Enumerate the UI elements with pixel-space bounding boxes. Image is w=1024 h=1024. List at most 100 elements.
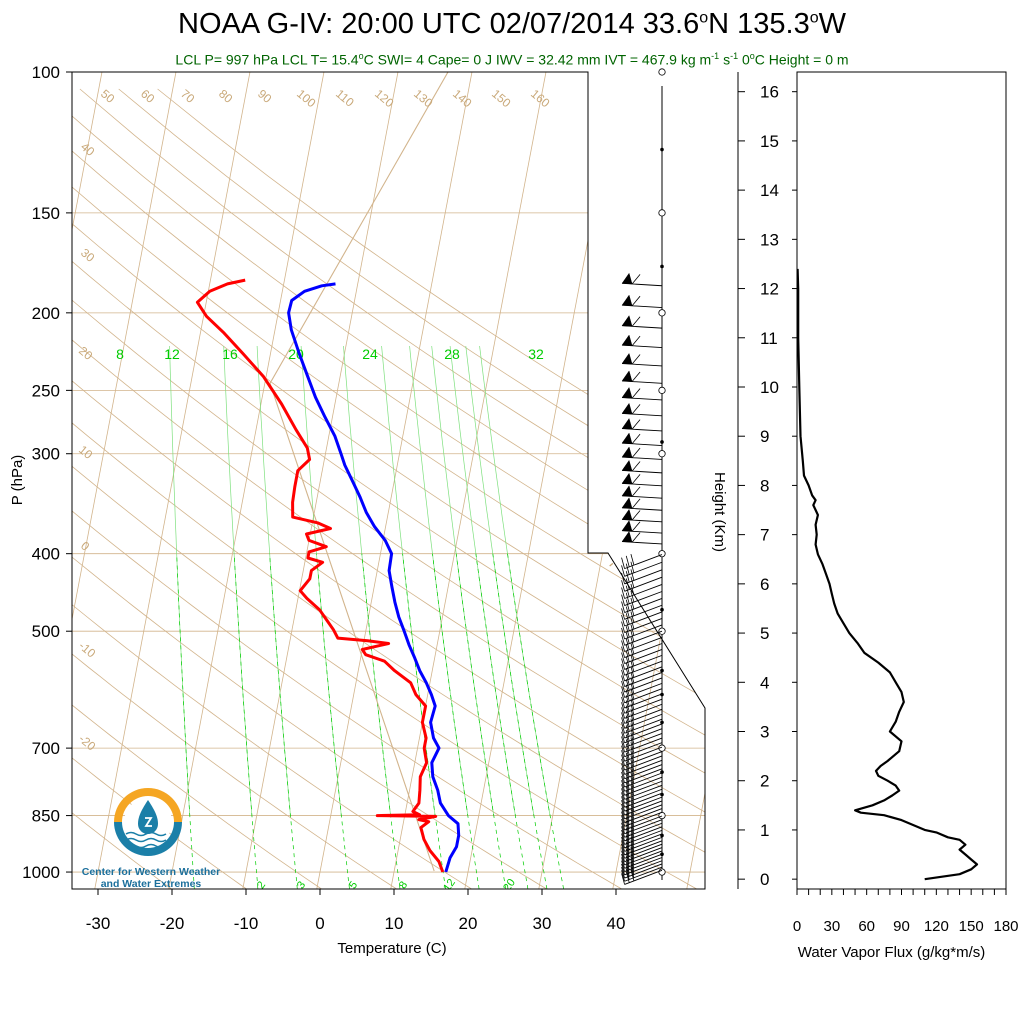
logo-bolt xyxy=(144,817,153,827)
wind-barb-feather xyxy=(621,686,625,698)
mixing-ratio-line-lower xyxy=(475,553,529,889)
wind-barb-feather xyxy=(630,815,635,827)
wind-barb-feather xyxy=(621,707,625,719)
mixing-ratio-line xyxy=(223,345,253,816)
wind-barb-feather xyxy=(625,748,630,760)
wind-barb-feather xyxy=(630,576,635,588)
wind-barb-staff xyxy=(624,569,663,585)
wind-barb-feather xyxy=(625,715,630,727)
logo-drop-icon xyxy=(138,800,158,834)
sounding-stats: LCL P= 997 hPa LCL T= 15.4oC SWI= 4 Cape… xyxy=(0,51,1024,68)
wind-barb-flag xyxy=(621,334,633,347)
wind-barb-staff xyxy=(624,829,663,845)
wind-barb-feather xyxy=(630,732,635,745)
wind-barb-staff xyxy=(624,822,663,838)
y-tick-label: 200 xyxy=(32,304,60,323)
wind-barb-feather xyxy=(621,675,625,687)
dry-adiabat xyxy=(72,653,397,889)
wind-barbs xyxy=(621,68,666,885)
wind-barb-feather xyxy=(630,856,635,869)
stats-degree: o xyxy=(358,51,364,61)
barb-level-marker xyxy=(658,209,666,217)
wind-barb-feather xyxy=(621,557,625,569)
y-tick-label: 250 xyxy=(32,381,60,400)
y-tick-label: 1000 xyxy=(22,863,60,882)
wind-barb-staff xyxy=(624,618,663,633)
wind-barb-staff xyxy=(624,654,663,670)
wind-barb-feather xyxy=(621,847,625,859)
wind-barb-feather xyxy=(625,613,630,625)
wind-barb-feather xyxy=(621,712,625,724)
wind-barb-feather xyxy=(621,601,625,613)
wind-barb-staff xyxy=(624,611,663,627)
wind-barb-feather xyxy=(621,614,625,627)
dry-adiabat xyxy=(72,422,705,853)
wind-barb-feather xyxy=(630,764,635,776)
wind-barb-feather xyxy=(630,826,635,838)
wind-barb-feather xyxy=(621,818,625,831)
wind-barb-feather xyxy=(621,717,625,729)
wind-barb-feather xyxy=(625,734,630,746)
wind-barb-staff xyxy=(624,853,663,869)
height-tick-label: 2 xyxy=(760,772,769,791)
x-tick-label: 10 xyxy=(385,914,404,933)
dry-adiabat xyxy=(72,260,705,699)
wind-barb-feather xyxy=(621,836,625,849)
wind-barb-staff xyxy=(624,583,663,599)
wind-barb-feather xyxy=(621,807,625,819)
wind-barb-staff xyxy=(624,863,663,879)
wind-barb-feather xyxy=(625,813,630,825)
wind-barb-feather xyxy=(630,561,635,573)
ivt-frame xyxy=(796,71,1007,890)
mixing-ratio-line-lower xyxy=(507,553,564,889)
wind-barb-staff xyxy=(624,598,663,613)
wind-barb-feather xyxy=(630,654,635,667)
mixing-ratio-line-lower xyxy=(492,553,548,889)
wind-barb-flag xyxy=(621,432,633,444)
dry-adiabat xyxy=(72,186,705,628)
wind-barb-feather xyxy=(630,792,635,804)
wind-barb-staff xyxy=(624,630,663,646)
wind-barb-feather xyxy=(621,758,625,771)
wind-barb-staff xyxy=(624,591,663,607)
adiabat-label-top: 120 xyxy=(372,87,397,111)
y-tick-label: 150 xyxy=(32,204,60,223)
dry-adiabat xyxy=(79,88,705,528)
skew-t-axes: -30 -20 -10 0 10 20 30 401001502002503004005007… xyxy=(9,63,625,957)
wind-barb-feather xyxy=(630,666,635,678)
dewpoint-trace xyxy=(287,282,461,873)
wind-barb-feather xyxy=(621,792,625,804)
stats-freezing-height: C Height = 0 m xyxy=(754,51,849,68)
wind-barb-feather xyxy=(630,703,635,715)
wind-barb-staff xyxy=(624,732,663,748)
wind-barb-feather xyxy=(625,786,630,798)
wind-barb-feather xyxy=(621,843,625,855)
dry-adiabat xyxy=(72,150,705,594)
wind-barb-feather xyxy=(625,725,630,737)
wind-barb-feather xyxy=(630,796,635,808)
wind-barb-feather xyxy=(630,636,635,649)
adiabat-label-top: 70 xyxy=(178,87,197,107)
skew-t-mask xyxy=(588,72,708,889)
mixing-ratio-line-lower xyxy=(361,553,401,889)
mixing-ratio-label-bottom: 5 xyxy=(347,879,360,891)
wind-barb-feather xyxy=(630,604,635,616)
skew-t-frame xyxy=(71,71,706,890)
wind-barb-feather xyxy=(621,803,625,816)
wind-barb-feather xyxy=(630,833,635,845)
x-tick-label: 20 xyxy=(459,914,478,933)
height-tick-label: 5 xyxy=(760,624,769,643)
stats-zero: 0 xyxy=(738,51,750,68)
wind-barb-feather xyxy=(625,555,630,567)
height-tick-label: 7 xyxy=(760,526,769,545)
adiabat-label-left: 20 xyxy=(76,344,95,364)
wind-barb-staff xyxy=(624,869,663,885)
barb-level-marker xyxy=(658,868,666,876)
wind-barb-staff xyxy=(624,755,663,771)
wind-barb-staff xyxy=(624,850,663,866)
barb-dot xyxy=(660,668,664,673)
wind-barb-staff xyxy=(624,808,663,824)
wind-barb-feather xyxy=(625,679,630,691)
wind-barb-feather xyxy=(625,824,630,836)
